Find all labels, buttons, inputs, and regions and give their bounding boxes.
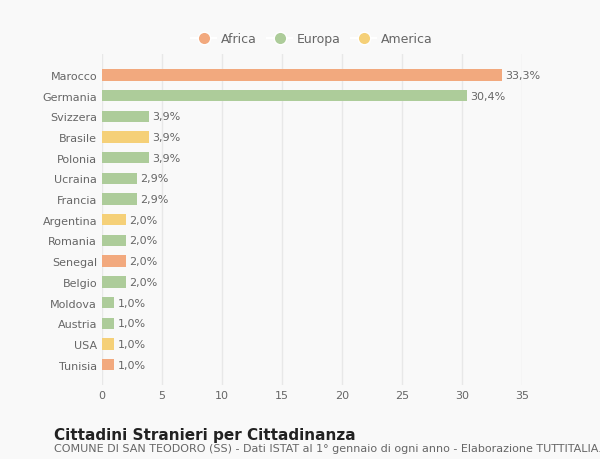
Text: 2,9%: 2,9% — [140, 174, 169, 184]
Bar — [102, 277, 126, 288]
Text: 2,0%: 2,0% — [130, 277, 158, 287]
Bar — [102, 91, 467, 102]
Bar — [102, 215, 126, 226]
Bar — [102, 235, 126, 246]
Text: 1,0%: 1,0% — [118, 339, 146, 349]
Legend: Africa, Europa, America: Africa, Europa, America — [186, 28, 438, 51]
Text: 3,9%: 3,9% — [152, 153, 181, 163]
Bar — [102, 297, 114, 308]
Text: 2,0%: 2,0% — [130, 215, 158, 225]
Text: 3,9%: 3,9% — [152, 133, 181, 143]
Bar — [102, 70, 502, 81]
Bar — [102, 339, 114, 350]
Text: 33,3%: 33,3% — [505, 71, 541, 81]
Bar — [102, 256, 126, 267]
Bar — [102, 174, 137, 185]
Text: Cittadini Stranieri per Cittadinanza: Cittadini Stranieri per Cittadinanza — [54, 427, 356, 442]
Bar — [102, 318, 114, 329]
Text: 30,4%: 30,4% — [470, 91, 506, 101]
Text: 1,0%: 1,0% — [118, 319, 146, 329]
Bar — [102, 194, 137, 205]
Text: COMUNE DI SAN TEODORO (SS) - Dati ISTAT al 1° gennaio di ogni anno - Elaborazion: COMUNE DI SAN TEODORO (SS) - Dati ISTAT … — [54, 443, 600, 453]
Bar — [102, 359, 114, 370]
Text: 1,0%: 1,0% — [118, 360, 146, 370]
Bar — [102, 112, 149, 123]
Bar — [102, 132, 149, 143]
Text: 3,9%: 3,9% — [152, 112, 181, 122]
Text: 2,0%: 2,0% — [130, 236, 158, 246]
Text: 2,0%: 2,0% — [130, 257, 158, 267]
Bar — [102, 153, 149, 164]
Text: 2,9%: 2,9% — [140, 195, 169, 205]
Text: 1,0%: 1,0% — [118, 298, 146, 308]
